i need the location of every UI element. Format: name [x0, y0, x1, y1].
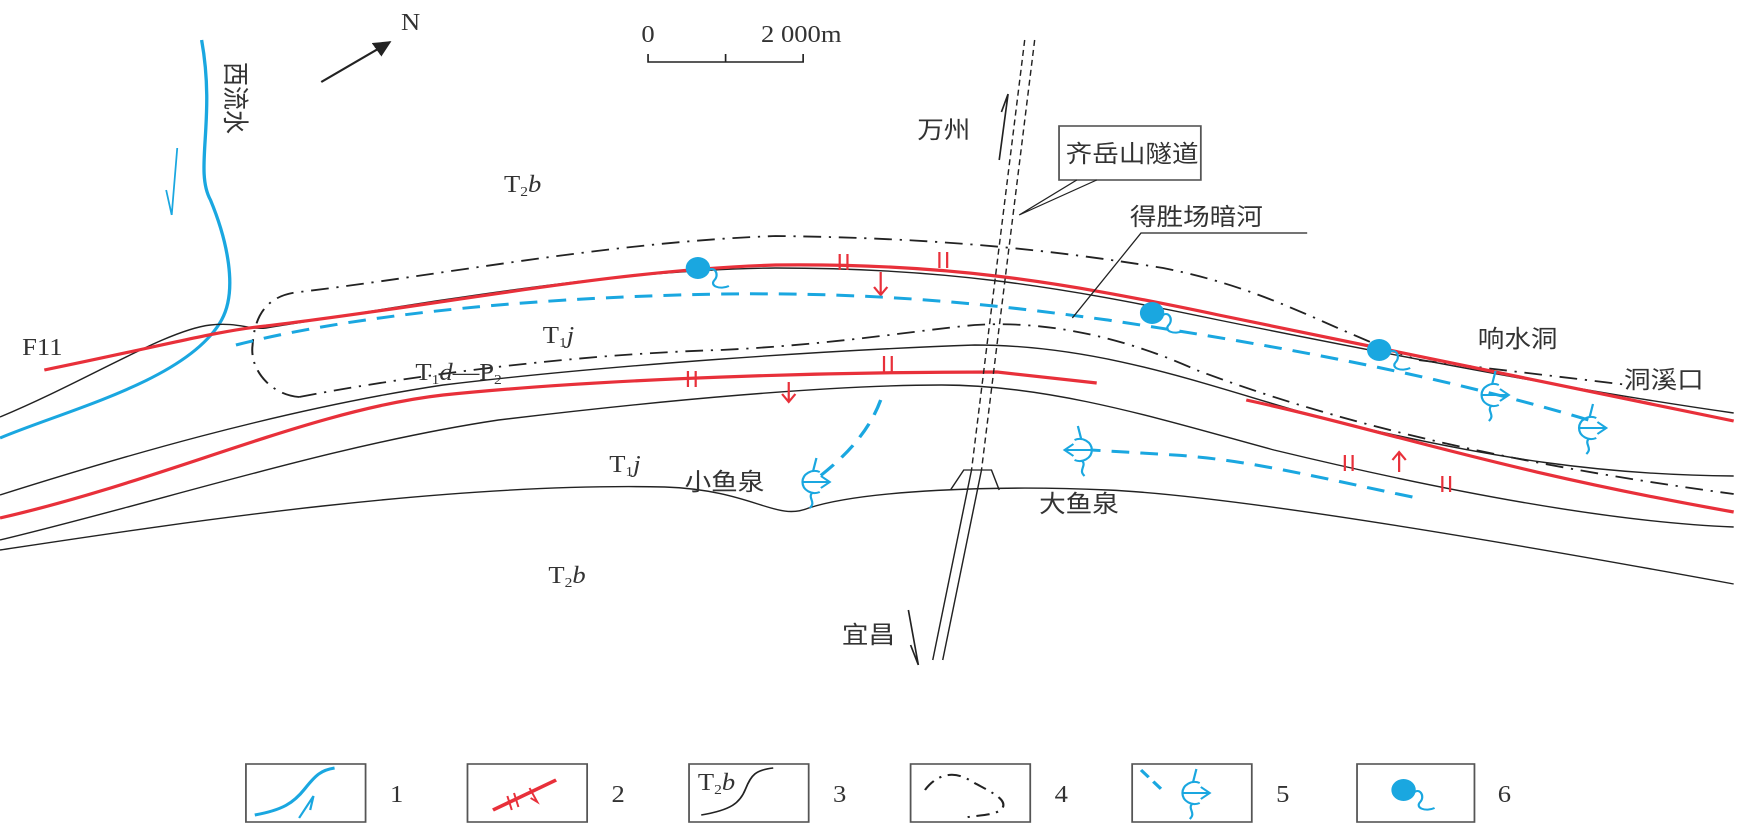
- legend-item-5: 5: [1131, 763, 1289, 823]
- karst-boundary-lower: [298, 323, 1734, 495]
- wanzhou-arrow-icon: [998, 93, 1009, 161]
- xiliushui-river: [0, 39, 232, 440]
- spring-icon: [684, 255, 731, 289]
- tunnel-callout-box: [1058, 125, 1202, 181]
- legend-item-1: 1: [245, 763, 403, 823]
- yichang-arrow-icon: [907, 609, 920, 666]
- outlet-label-xiangshuidong: 响水洞: [1478, 326, 1558, 353]
- outlet-dayuquan-icon: [1063, 424, 1093, 478]
- fault-lower-right: [1245, 398, 1735, 514]
- stratum-label-t1j-lower: T1j: [609, 451, 640, 480]
- wanzhou-label: 万州: [917, 117, 970, 144]
- fault-label: F11: [22, 334, 62, 361]
- scale-bar: 0 2 000m: [641, 21, 842, 63]
- outlet-label-dayuquan: 大鱼泉: [1039, 491, 1119, 518]
- outlet-label-dongxikou: 洞溪口: [1624, 367, 1704, 394]
- fault-dip-arrow-icon: [781, 382, 797, 404]
- river-icon: [254, 766, 335, 817]
- legend-item-6: 6: [1356, 763, 1511, 823]
- karst-boundary-upper: [251, 235, 1629, 398]
- river-arrow-icon: [298, 795, 315, 819]
- outlet-xiaoyuquan-icon: [801, 456, 831, 510]
- tunnel-callout-leader: [1018, 179, 1098, 216]
- fault-tick-icon: [838, 252, 849, 272]
- legend-num: 4: [1055, 781, 1069, 808]
- stratum-label-t2b-top: T2b: [504, 171, 541, 200]
- fault-tick-icon: [1441, 474, 1452, 494]
- legend-item-2: 2: [466, 763, 625, 823]
- legend-num: 2: [611, 781, 624, 808]
- stratum-boundary-4: [0, 485, 1734, 585]
- fault-lower-left: [0, 370, 1097, 520]
- fault-f11: [43, 263, 1735, 423]
- scale-start-label: 0: [641, 21, 654, 48]
- legend: 1 2 T2b 3 4 5 6: [245, 763, 1511, 823]
- stratum-boundary-3: [0, 384, 1734, 541]
- north-arrow-icon: [320, 41, 392, 83]
- stratum-boundary-1: [0, 267, 1734, 418]
- stratum-boundary-2: [0, 344, 1734, 496]
- underground-river-leader: [1071, 232, 1308, 319]
- legend-num: 5: [1276, 781, 1289, 808]
- outlet-xiangshuidong-icon: [1480, 369, 1510, 423]
- underground-river-label: 得胜场暗河: [1130, 204, 1263, 231]
- stratum-boundary-icon: [701, 767, 774, 816]
- legend-stratum-sample: T2b: [698, 769, 735, 798]
- yichang-label: 宜昌: [842, 622, 895, 649]
- legend-num: 3: [833, 781, 846, 808]
- deshengchang-underground-river: [235, 292, 1596, 424]
- river-label: 西流水: [220, 62, 249, 134]
- fault-tick-icon: [882, 354, 893, 374]
- fault-tick-icon: [938, 250, 949, 270]
- legend-num: 6: [1498, 781, 1511, 808]
- outlet-label-xiaoyuquan: 小鱼泉: [685, 469, 765, 496]
- legend-item-4: 4: [909, 763, 1069, 823]
- fault-dip-arrow-icon: [1391, 450, 1407, 472]
- legend-num: 1: [390, 781, 403, 808]
- outlet-dongxikou-icon: [1577, 402, 1608, 456]
- legend-item-3: T2b 3: [688, 763, 846, 823]
- fault-dip-arrow-icon: [873, 272, 889, 297]
- qiyueshan-tunnel: [932, 39, 1036, 661]
- scale-end-label: 2 000m: [761, 21, 842, 48]
- river-flow-arrow-icon: [165, 147, 179, 216]
- dayuquan-conduit: [1091, 448, 1413, 499]
- stratum-label-t2b-bottom: T2b: [548, 562, 585, 591]
- stratum-label-t1d-p2: T1d—P2: [415, 359, 501, 388]
- tunnel-label: 齐岳山隧道: [1066, 141, 1199, 168]
- stratum-label-t1j-upper: T1j: [543, 322, 574, 351]
- karst-boundary-icon: [924, 773, 1005, 819]
- fault-icon: [492, 778, 558, 812]
- xiaoyuquan-conduit: [816, 399, 883, 480]
- north-label: N: [401, 9, 420, 36]
